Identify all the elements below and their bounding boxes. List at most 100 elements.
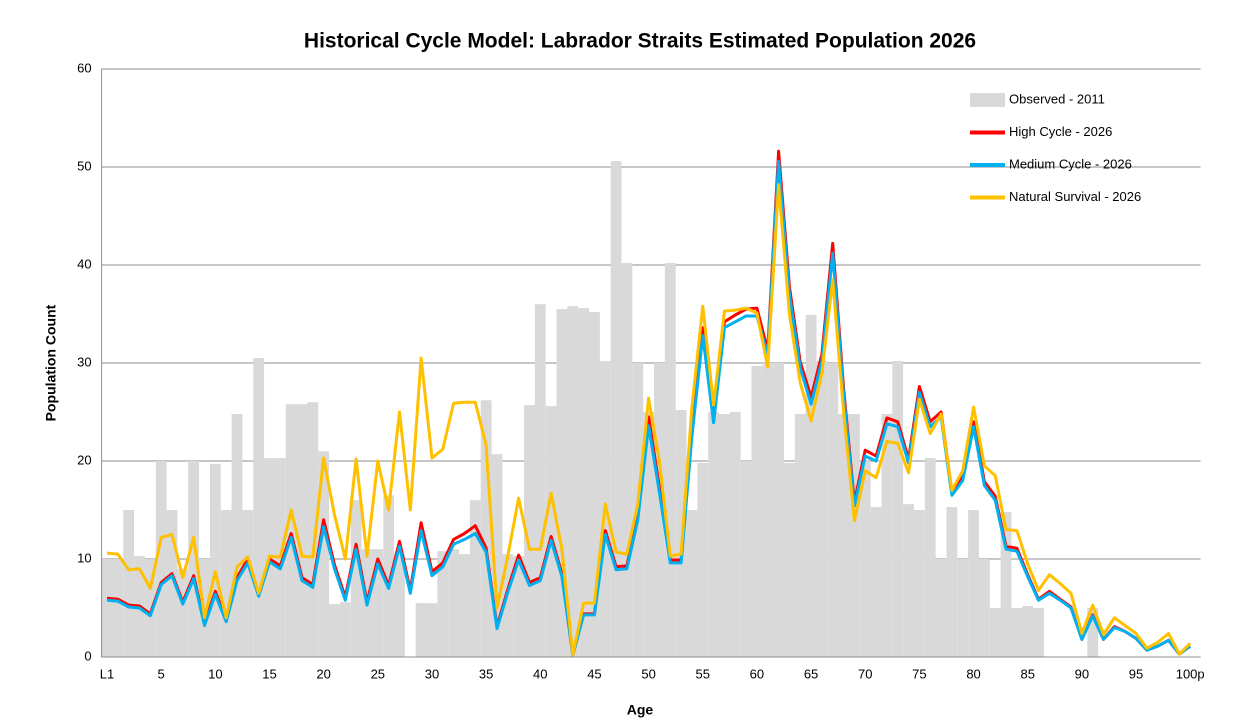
bar (480, 400, 492, 657)
line (106, 183, 1192, 657)
x-tick-label: 65 (804, 666, 818, 681)
bar (783, 462, 795, 657)
bar (805, 314, 817, 657)
bar (989, 608, 1001, 657)
bar (1000, 511, 1012, 657)
x-axis-title: Age (627, 702, 654, 718)
bar (946, 507, 958, 657)
bar (220, 510, 232, 657)
bar (426, 603, 438, 657)
bar (491, 454, 503, 657)
bar (838, 413, 849, 657)
y-tick-label: 20 (77, 452, 91, 467)
legend: Observed - 2011 High Cycle - 2026 Medium C… (970, 91, 1141, 204)
bar (513, 556, 525, 657)
bar (610, 161, 622, 657)
y-tick-label: 40 (77, 256, 91, 271)
legend-label: Medium Cycle - 2026 (1009, 156, 1132, 171)
bar (1033, 608, 1044, 657)
bar (534, 304, 546, 657)
bar (697, 462, 709, 657)
bar (1011, 608, 1023, 657)
bar (708, 412, 720, 657)
x-tick-label: 75 (912, 666, 926, 681)
bar (664, 263, 676, 657)
legend-label: Observed - 2011 (1009, 91, 1105, 106)
y-tick-label: 50 (77, 158, 91, 173)
bar (437, 551, 449, 657)
x-tick-label: 35 (479, 666, 493, 681)
x-tick-label: 45 (587, 666, 601, 681)
bar (719, 413, 730, 657)
bar (621, 263, 633, 657)
legend-label: Natural Survival - 2026 (1009, 189, 1141, 204)
bar (329, 604, 340, 657)
x-tick-label: 20 (316, 666, 330, 681)
y-tick-label: 10 (77, 550, 91, 565)
bar (242, 510, 254, 657)
bar (502, 554, 514, 657)
bar (578, 308, 590, 657)
bar (686, 510, 698, 657)
bar (892, 361, 904, 657)
bar (978, 559, 990, 657)
bar (253, 358, 265, 657)
bar (144, 559, 156, 657)
bar (729, 412, 741, 657)
bar (881, 413, 893, 657)
bar (339, 602, 351, 657)
bar (870, 507, 882, 657)
bar (773, 363, 784, 657)
bar (296, 404, 308, 657)
bar (177, 568, 189, 657)
bar (123, 510, 135, 657)
bar (935, 559, 947, 657)
bar (924, 458, 936, 657)
bar (675, 410, 687, 657)
bar (415, 603, 427, 657)
bar (794, 413, 806, 657)
bar (589, 312, 600, 657)
bar (567, 306, 579, 657)
chart-title: Historical Cycle Model: Labrador Straits… (304, 30, 976, 53)
bar (285, 404, 297, 657)
bar (166, 510, 178, 657)
bar (524, 405, 535, 657)
x-tick-label: 50 (641, 666, 655, 681)
bar (859, 461, 871, 657)
axes: 0 10 20 30 40 50 60 L1 5 10 15 20 25 30 35 40 45 50 55 60 65… (77, 60, 1205, 681)
bar (155, 461, 167, 657)
bar (394, 554, 405, 657)
bar (469, 500, 481, 657)
x-tick-label: 30 (425, 666, 439, 681)
bar (654, 363, 665, 657)
y-tick-label: 0 (84, 648, 91, 663)
bar (903, 504, 914, 657)
bar (448, 549, 460, 657)
bar (762, 363, 774, 657)
line (106, 159, 1192, 657)
bar (372, 549, 384, 657)
x-tick-label: 70 (858, 666, 872, 681)
bar (112, 559, 124, 657)
bar (101, 559, 113, 657)
bar (1022, 606, 1034, 657)
lines (106, 149, 1192, 657)
bar (816, 361, 828, 657)
bar (188, 461, 200, 657)
bar (643, 412, 655, 657)
bar (957, 559, 969, 657)
bar (913, 510, 925, 657)
bar (556, 309, 568, 657)
x-tick-label: 60 (750, 666, 764, 681)
bar (827, 363, 839, 657)
bar (383, 495, 395, 657)
x-tick-label: 40 (533, 666, 547, 681)
x-tick-label: 15 (262, 666, 276, 681)
x-tick-label: 100p (1176, 666, 1205, 681)
bar (545, 406, 557, 657)
bar (848, 413, 860, 657)
x-tick-label: 55 (696, 666, 710, 681)
bar (751, 365, 763, 657)
